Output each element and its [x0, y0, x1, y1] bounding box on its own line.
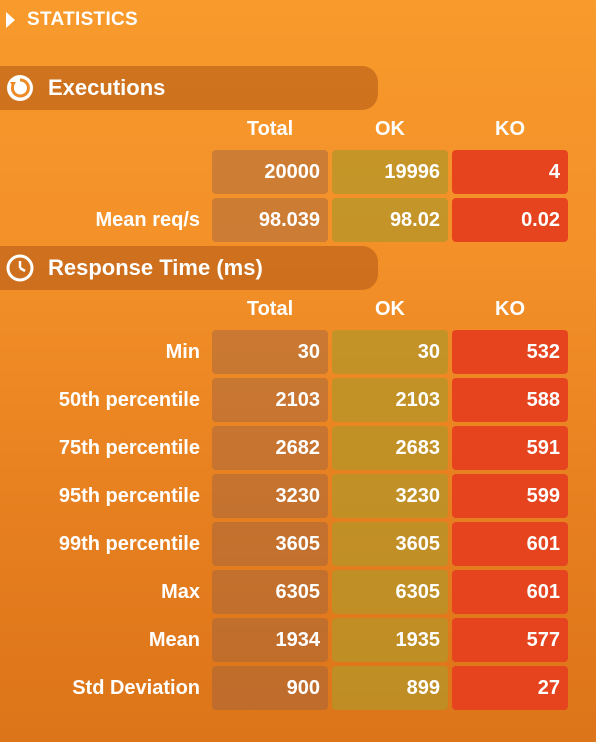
- total-cell: 3230: [212, 474, 328, 518]
- response-time-section-bar: Response Time (ms): [0, 246, 378, 290]
- row-label: 99th percentile: [58, 533, 200, 555]
- row-label: 50th percentile: [58, 389, 200, 411]
- ko-cell: 588: [452, 378, 568, 422]
- ko-cell: 599: [452, 474, 568, 518]
- total-cell: 6305: [212, 570, 328, 614]
- statistics-title: STATISTICS: [27, 9, 139, 30]
- executions-col-ok: OK: [375, 118, 405, 140]
- ok-cell: 3605: [332, 522, 448, 566]
- row-label: 75th percentile: [58, 437, 200, 459]
- executions-col-ko: KO: [495, 118, 525, 140]
- response-row-mean: Mean 1934 1935 577: [0, 618, 600, 662]
- response-row-p75: 75th percentile 2682 2683 591: [0, 426, 600, 470]
- total-cell: 98.039: [212, 198, 328, 242]
- executions-col-total: Total: [246, 118, 294, 140]
- ok-cell: 3230: [332, 474, 448, 518]
- ko-cell: 27: [452, 666, 568, 710]
- row-label: Mean: [148, 629, 200, 651]
- ok-cell: 19996: [332, 150, 448, 194]
- total-cell: 3605: [212, 522, 328, 566]
- ok-cell: 6305: [332, 570, 448, 614]
- response-row-p99: 99th percentile 3605 3605 601: [0, 522, 600, 566]
- response-col-ko: KO: [495, 298, 525, 320]
- response-time-title: Response Time (ms): [48, 255, 263, 280]
- triangle-right-icon[interactable]: [6, 12, 15, 28]
- row-label: [0, 150, 200, 194]
- total-cell: 30: [212, 330, 328, 374]
- total-cell: 900: [212, 666, 328, 710]
- row-label: Mean req/s: [95, 209, 200, 231]
- ok-cell: 2103: [332, 378, 448, 422]
- right-edge-border: [596, 0, 600, 742]
- row-label: Std Deviation: [72, 677, 200, 699]
- total-cell: 2103: [212, 378, 328, 422]
- row-label: 95th percentile: [58, 485, 200, 507]
- ko-cell: 601: [452, 570, 568, 614]
- total-cell: 2682: [212, 426, 328, 470]
- statistics-header[interactable]: STATISTICS: [6, 6, 138, 34]
- ok-cell: 1935: [332, 618, 448, 662]
- row-label: Max: [161, 581, 200, 603]
- executions-title: Executions: [48, 75, 166, 100]
- ok-cell: 2683: [332, 426, 448, 470]
- ko-cell: 4: [452, 150, 568, 194]
- refresh-icon: [6, 74, 34, 102]
- ok-cell: 30: [332, 330, 448, 374]
- ok-cell: 899: [332, 666, 448, 710]
- response-row-std-deviation: Std Deviation 900 899 27: [0, 666, 600, 710]
- response-row-min: Min 30 30 532: [0, 330, 600, 374]
- total-cell: 20000: [212, 150, 328, 194]
- ko-cell: 591: [452, 426, 568, 470]
- response-row-p50: 50th percentile 2103 2103 588: [0, 378, 600, 422]
- ko-cell: 532: [452, 330, 568, 374]
- executions-section-bar: Executions: [0, 66, 378, 110]
- ko-cell: 0.02: [452, 198, 568, 242]
- total-cell: 1934: [212, 618, 328, 662]
- clock-icon: [6, 254, 34, 282]
- row-label: Min: [165, 341, 200, 363]
- response-row-p95: 95th percentile 3230 3230 599: [0, 474, 600, 518]
- response-col-ok: OK: [375, 298, 405, 320]
- ko-cell: 601: [452, 522, 568, 566]
- response-col-total: Total: [246, 298, 294, 320]
- executions-row-mean-req: Mean req/s 98.039 98.02 0.02: [0, 198, 600, 242]
- executions-row-count: 20000 19996 4: [0, 150, 600, 194]
- ok-cell: 98.02: [332, 198, 448, 242]
- response-row-max: Max 6305 6305 601: [0, 570, 600, 614]
- ko-cell: 577: [452, 618, 568, 662]
